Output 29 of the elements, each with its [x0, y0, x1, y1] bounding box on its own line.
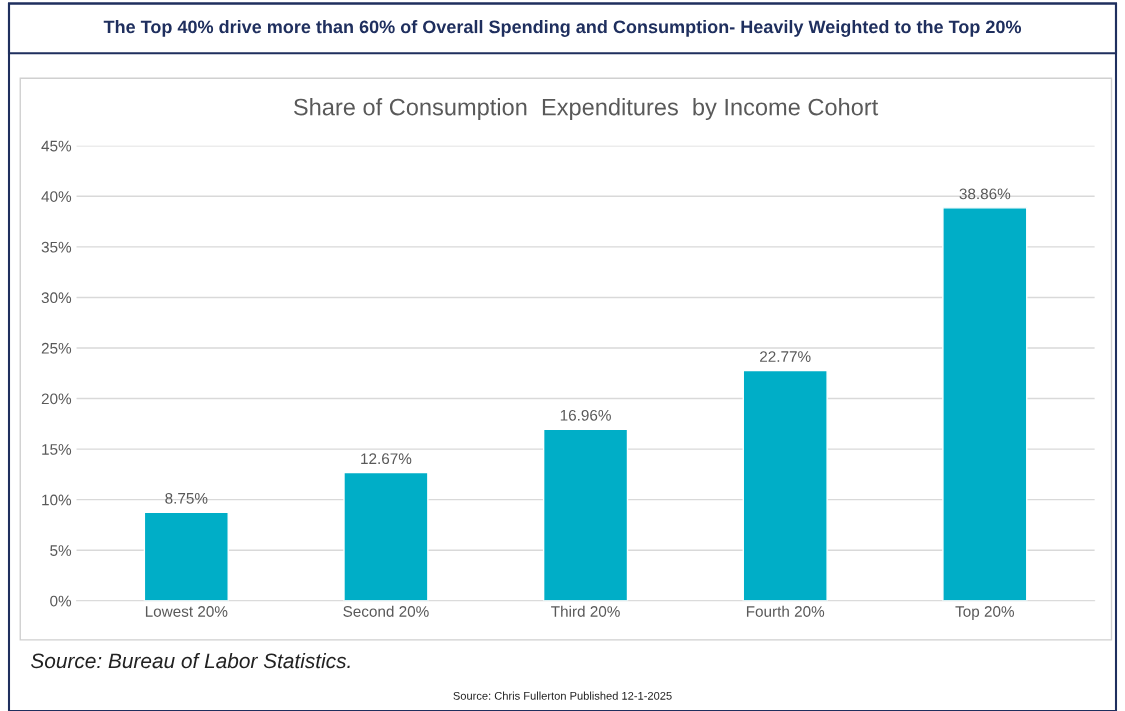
x-tick-label: Second 20%: [343, 605, 429, 617]
data-label: 38.86%: [959, 188, 1011, 200]
source-note: Source: Chris Fullerton Published 12-1-2025: [453, 691, 672, 700]
data-label: 16.96%: [560, 409, 611, 421]
y-tick-label: 45%: [41, 140, 72, 152]
bar: [542, 428, 629, 601]
y-tick-label: 20%: [41, 393, 72, 405]
data-label: 22.77%: [760, 351, 811, 362]
x-tick-label: Third 20%: [551, 605, 620, 617]
y-tick-label: 25%: [41, 342, 72, 354]
y-tick-label: 15%: [42, 444, 72, 455]
y-tick-label: 30%: [41, 292, 72, 304]
x-tick-label: Fourth 20%: [746, 605, 825, 617]
y-tick-label: 5%: [50, 545, 72, 556]
y-tick-label: 0%: [50, 595, 72, 607]
bar: [343, 471, 429, 601]
chart-title: The Top 40% drive more than 60% of Overall Spending and Consumption- Heavily Weighted to the Top 20%: [103, 19, 1022, 37]
chart-subtitle: Share of Consumption Expenditures by Income Cohort: [293, 98, 879, 121]
bar: [942, 207, 1028, 601]
y-tick-label: 10%: [42, 494, 72, 506]
x-tick-label: Top 20%: [955, 606, 1015, 620]
bar: [742, 369, 828, 601]
bar: [143, 511, 229, 601]
data-label: 8.75%: [165, 492, 208, 504]
y-tick-label: 35%: [41, 241, 72, 253]
data-label: 12.67%: [361, 453, 412, 465]
source-note: Source: Bureau of Labor Statistics.: [30, 652, 350, 669]
y-tick-label: 40%: [41, 191, 72, 202]
x-tick-label: Lowest 20%: [145, 606, 228, 617]
